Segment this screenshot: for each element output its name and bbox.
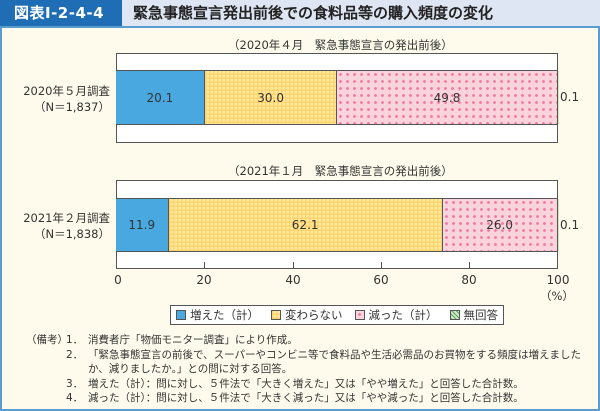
section-1-bar: 20.1 30.0 49.8 bbox=[116, 70, 558, 125]
legend-item-increased: 増えた（計） bbox=[176, 307, 259, 323]
legend-label: 減った（計） bbox=[368, 308, 438, 322]
value-label: 62.1 bbox=[291, 218, 319, 232]
value-label: 30.0 bbox=[257, 90, 284, 105]
axis-tick-label: 20 bbox=[196, 273, 212, 287]
note-number: 1． bbox=[66, 334, 84, 346]
note-row: 4． 減った（計）：問に対し、５件法で「大きく減った」又は「やや減った」と回答し… bbox=[26, 391, 581, 406]
note-spacer bbox=[26, 391, 66, 406]
axis-tick bbox=[381, 262, 382, 269]
section-2-title: （2021年１月 緊急事態宣言の発出前後） bbox=[228, 164, 453, 178]
figure-header: 図表Ⅰ-2-4-4 緊急事態宣言発出前後での食料品等の購入頻度の変化 bbox=[0, 0, 600, 26]
section-1-row-label: 2020年５月調査 （N＝1,837） bbox=[23, 83, 110, 115]
figure-label: 図表Ⅰ-2-4-4 bbox=[0, 0, 122, 26]
note-number: 4． bbox=[66, 392, 84, 404]
section-2-no-answer-label: 0.1 bbox=[560, 218, 580, 232]
legend-item-unchanged: 変わらない bbox=[271, 307, 343, 323]
notes: （備考） 1． 消費者庁「物価モニター調査」により作成。 2． 「緊急事態宣言の… bbox=[26, 333, 581, 406]
note-row: か、減りましたか。」との問に対する回答。 bbox=[26, 362, 581, 377]
legend-swatch-icon bbox=[271, 310, 281, 320]
figure-title: 緊急事態宣言発出前後での食料品等の購入頻度の変化 bbox=[133, 4, 494, 22]
value-label: 20.1 bbox=[146, 90, 174, 105]
note-spacer bbox=[26, 348, 66, 363]
segment-increased: 20.1 bbox=[116, 71, 205, 124]
axis-tick-label: 0 bbox=[114, 273, 122, 287]
segment-decreased: 49.8 bbox=[337, 71, 558, 124]
segment-increased: 11.9 bbox=[116, 199, 169, 251]
note-text: 増えた（計）：問に対し、５件法で「大きく増えた」又は「やや増えた」と回答した合計… bbox=[88, 377, 524, 390]
segment-unchanged: 30.0 bbox=[204, 71, 338, 124]
row-label-line1: 2020年５月調査 bbox=[23, 84, 110, 98]
section-2-bar: 11.9 62.1 26.0 bbox=[116, 198, 558, 252]
axis-tick-label: 100 bbox=[546, 273, 570, 287]
legend-item-decreased: 減った（計） bbox=[354, 307, 438, 323]
axis-tick-label: 60 bbox=[373, 273, 389, 287]
value-label: 26.0 bbox=[486, 218, 514, 232]
axis-tick bbox=[293, 262, 294, 269]
legend-swatch-icon bbox=[176, 310, 186, 320]
legend-label: 増えた（計） bbox=[190, 308, 259, 322]
legend-swatch-icon bbox=[449, 310, 460, 320]
note-text: 減った（計）：問に対し、５件法で「大きく減った」又は「やや減った」と回答した合計… bbox=[88, 392, 524, 404]
note-row: （備考） 1． 消費者庁「物価モニター調査」により作成。 bbox=[26, 333, 581, 348]
row-label-line1: 2021年２月調査 bbox=[23, 211, 110, 225]
legend-swatch-icon bbox=[354, 310, 365, 320]
value-label: 49.8 bbox=[433, 90, 461, 105]
segment-decreased: 26.0 bbox=[442, 199, 558, 251]
section-2-row-label: 2021年２月調査 （N＝1,838） bbox=[23, 210, 110, 242]
note-number: 3． bbox=[66, 377, 84, 390]
legend-item-no-answer: 無回答 bbox=[449, 307, 499, 323]
note-row: 3． 増えた（計）：問に対し、５件法で「大きく増えた」又は「やや増えた」と回答し… bbox=[26, 377, 581, 392]
note-row: 2． 「緊急事態宣言の前後で、スーパーやコンビニ等で食料品や生活必需品のお買物を… bbox=[26, 348, 581, 363]
note-text: か、減りましたか。」との問に対する回答。 bbox=[88, 363, 293, 375]
row-label-line2: （N＝1,838） bbox=[33, 227, 110, 241]
chart-legend: 増えた（計） 変わらない 減った（計） 無回答 bbox=[170, 305, 504, 325]
value-label: 11.9 bbox=[128, 218, 156, 232]
row-label-line2: （N＝1,837） bbox=[33, 100, 110, 114]
axis-tick-label: 40 bbox=[285, 273, 301, 287]
note-spacer bbox=[26, 377, 66, 392]
section-1-title: （2020年４月 緊急事態宣言の発出前後） bbox=[228, 38, 453, 52]
note-number: 2． bbox=[66, 348, 84, 361]
axis-tick bbox=[469, 262, 470, 269]
axis-tick bbox=[204, 262, 205, 269]
axis-tick-label: 80 bbox=[461, 273, 477, 287]
section-1-no-answer-label: 0.1 bbox=[560, 90, 580, 104]
axis-unit-label: （%） bbox=[540, 289, 574, 303]
legend-label: 変わらない bbox=[285, 308, 343, 322]
segment-unchanged: 62.1 bbox=[168, 199, 443, 251]
note-text: 消費者庁「物価モニター調査」により作成。 bbox=[88, 334, 298, 346]
note-text: 「緊急事態宣言の前後で、スーパーやコンビニ等で食料品や生活必需品のお買物をする頻… bbox=[88, 348, 581, 361]
legend-label: 無回答 bbox=[463, 308, 499, 322]
notes-head: （備考） bbox=[26, 334, 68, 346]
